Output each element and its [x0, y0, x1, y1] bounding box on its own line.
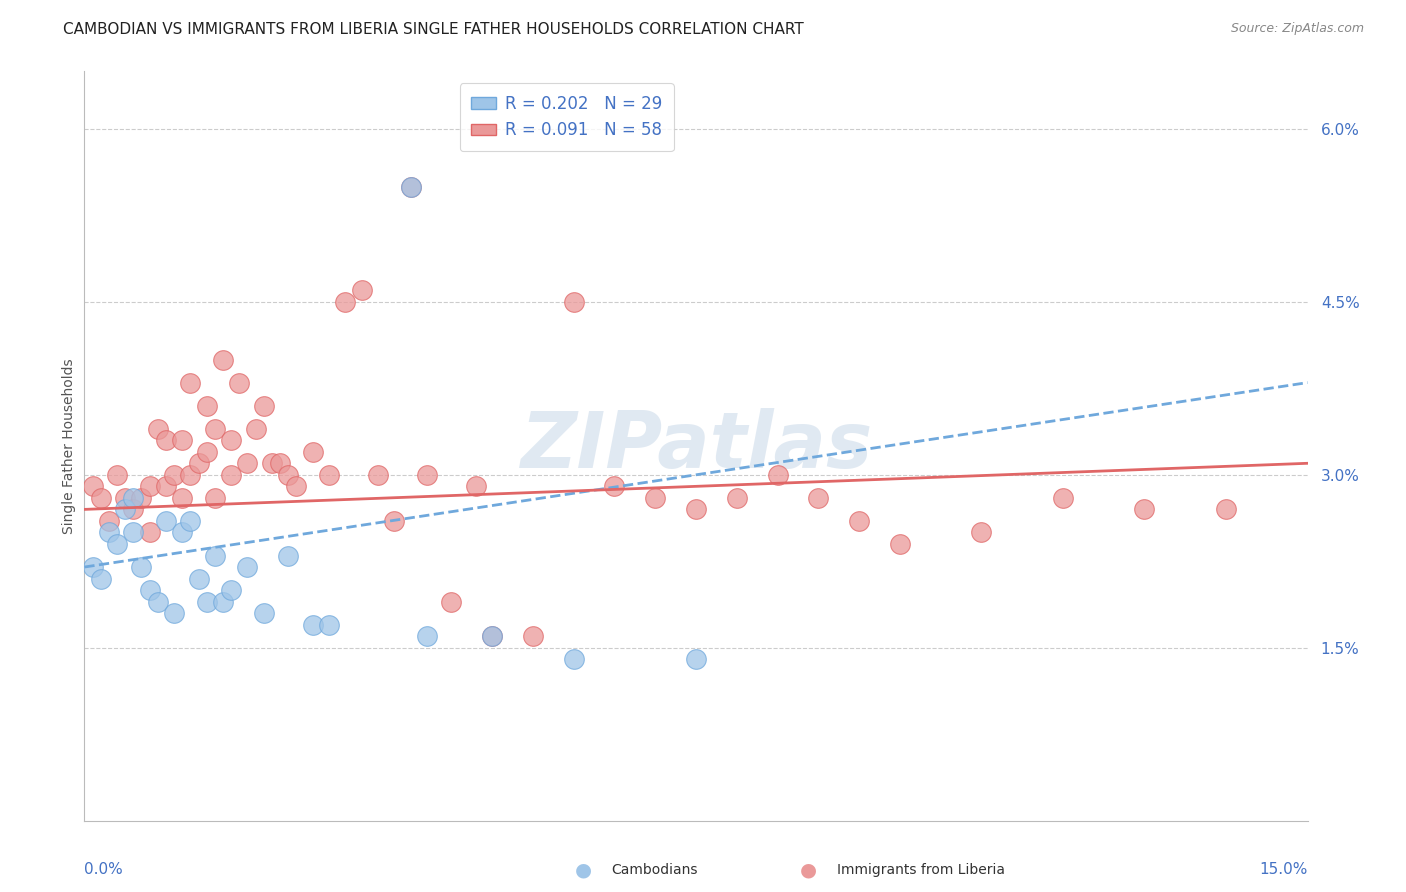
Point [219, 467, 242, 482]
Point [1215, 502, 1237, 516]
Point [97, 525, 120, 540]
Point [464, 479, 486, 493]
Point [187, 456, 209, 470]
Point [204, 491, 226, 505]
Point [105, 537, 128, 551]
Point [179, 514, 201, 528]
Point [155, 479, 177, 493]
Point [399, 179, 422, 194]
Point [253, 399, 276, 413]
Point [114, 502, 136, 516]
Point [138, 525, 160, 540]
Legend: R = 0.202   N = 29, R = 0.091   N = 58: R = 0.202 N = 29, R = 0.091 N = 58 [460, 84, 673, 151]
Y-axis label: Single Father Households: Single Father Households [62, 359, 76, 533]
Point [179, 376, 201, 390]
Text: 0.0%: 0.0% [84, 862, 124, 877]
Text: Immigrants from Liberia: Immigrants from Liberia [837, 863, 1004, 877]
Point [1133, 502, 1156, 516]
Point [481, 629, 503, 643]
Point [562, 652, 585, 666]
Point [187, 572, 209, 586]
Point [277, 549, 299, 563]
Point [163, 467, 186, 482]
Point [228, 376, 250, 390]
Point [82, 560, 104, 574]
Point [848, 514, 870, 528]
Point [277, 467, 299, 482]
Point [301, 444, 323, 458]
Point [105, 467, 128, 482]
Point [416, 467, 439, 482]
Point [685, 652, 707, 666]
Point [766, 467, 789, 482]
Text: CAMBODIAN VS IMMIGRANTS FROM LIBERIA SINGLE FATHER HOUSEHOLDS CORRELATION CHART: CAMBODIAN VS IMMIGRANTS FROM LIBERIA SIN… [63, 22, 804, 37]
Text: ●: ● [575, 860, 592, 880]
Point [97, 514, 120, 528]
Point [481, 629, 503, 643]
Point [367, 467, 389, 482]
Point [146, 594, 169, 608]
Point [122, 502, 145, 516]
Point [204, 422, 226, 436]
Point [212, 594, 235, 608]
Point [970, 525, 993, 540]
Point [172, 525, 194, 540]
Point [253, 606, 276, 620]
Point [318, 617, 340, 632]
Point [90, 491, 112, 505]
Point [212, 352, 235, 367]
Point [285, 479, 308, 493]
Point [236, 560, 259, 574]
Point [179, 467, 201, 482]
Point [146, 422, 169, 436]
Point [172, 434, 194, 448]
Text: ZIPatlas: ZIPatlas [520, 408, 872, 484]
Point [236, 456, 259, 470]
Point [318, 467, 340, 482]
Point [195, 444, 218, 458]
Point [685, 502, 707, 516]
Point [416, 629, 439, 643]
Point [131, 560, 153, 574]
Point [90, 572, 112, 586]
Text: 15.0%: 15.0% [1260, 862, 1308, 877]
Point [163, 606, 186, 620]
Point [114, 491, 136, 505]
Point [562, 294, 585, 309]
Point [603, 479, 626, 493]
Point [131, 491, 153, 505]
Text: Cambodians: Cambodians [612, 863, 699, 877]
Point [82, 479, 104, 493]
Point [382, 514, 405, 528]
Point [440, 594, 463, 608]
Point [219, 434, 242, 448]
Point [807, 491, 830, 505]
Point [269, 456, 291, 470]
Point [301, 617, 323, 632]
Text: ●: ● [800, 860, 817, 880]
Point [644, 491, 666, 505]
Point [245, 422, 267, 436]
Point [138, 479, 160, 493]
Point [138, 583, 160, 598]
Point [155, 514, 177, 528]
Point [399, 179, 422, 194]
Text: Source: ZipAtlas.com: Source: ZipAtlas.com [1230, 22, 1364, 36]
Point [725, 491, 748, 505]
Point [172, 491, 194, 505]
Point [219, 583, 242, 598]
Point [204, 549, 226, 563]
Point [522, 629, 544, 643]
Point [350, 284, 373, 298]
Point [195, 594, 218, 608]
Point [335, 294, 357, 309]
Point [122, 491, 145, 505]
Point [1052, 491, 1074, 505]
Point [260, 456, 283, 470]
Point [195, 399, 218, 413]
Point [122, 525, 145, 540]
Point [889, 537, 911, 551]
Point [155, 434, 177, 448]
